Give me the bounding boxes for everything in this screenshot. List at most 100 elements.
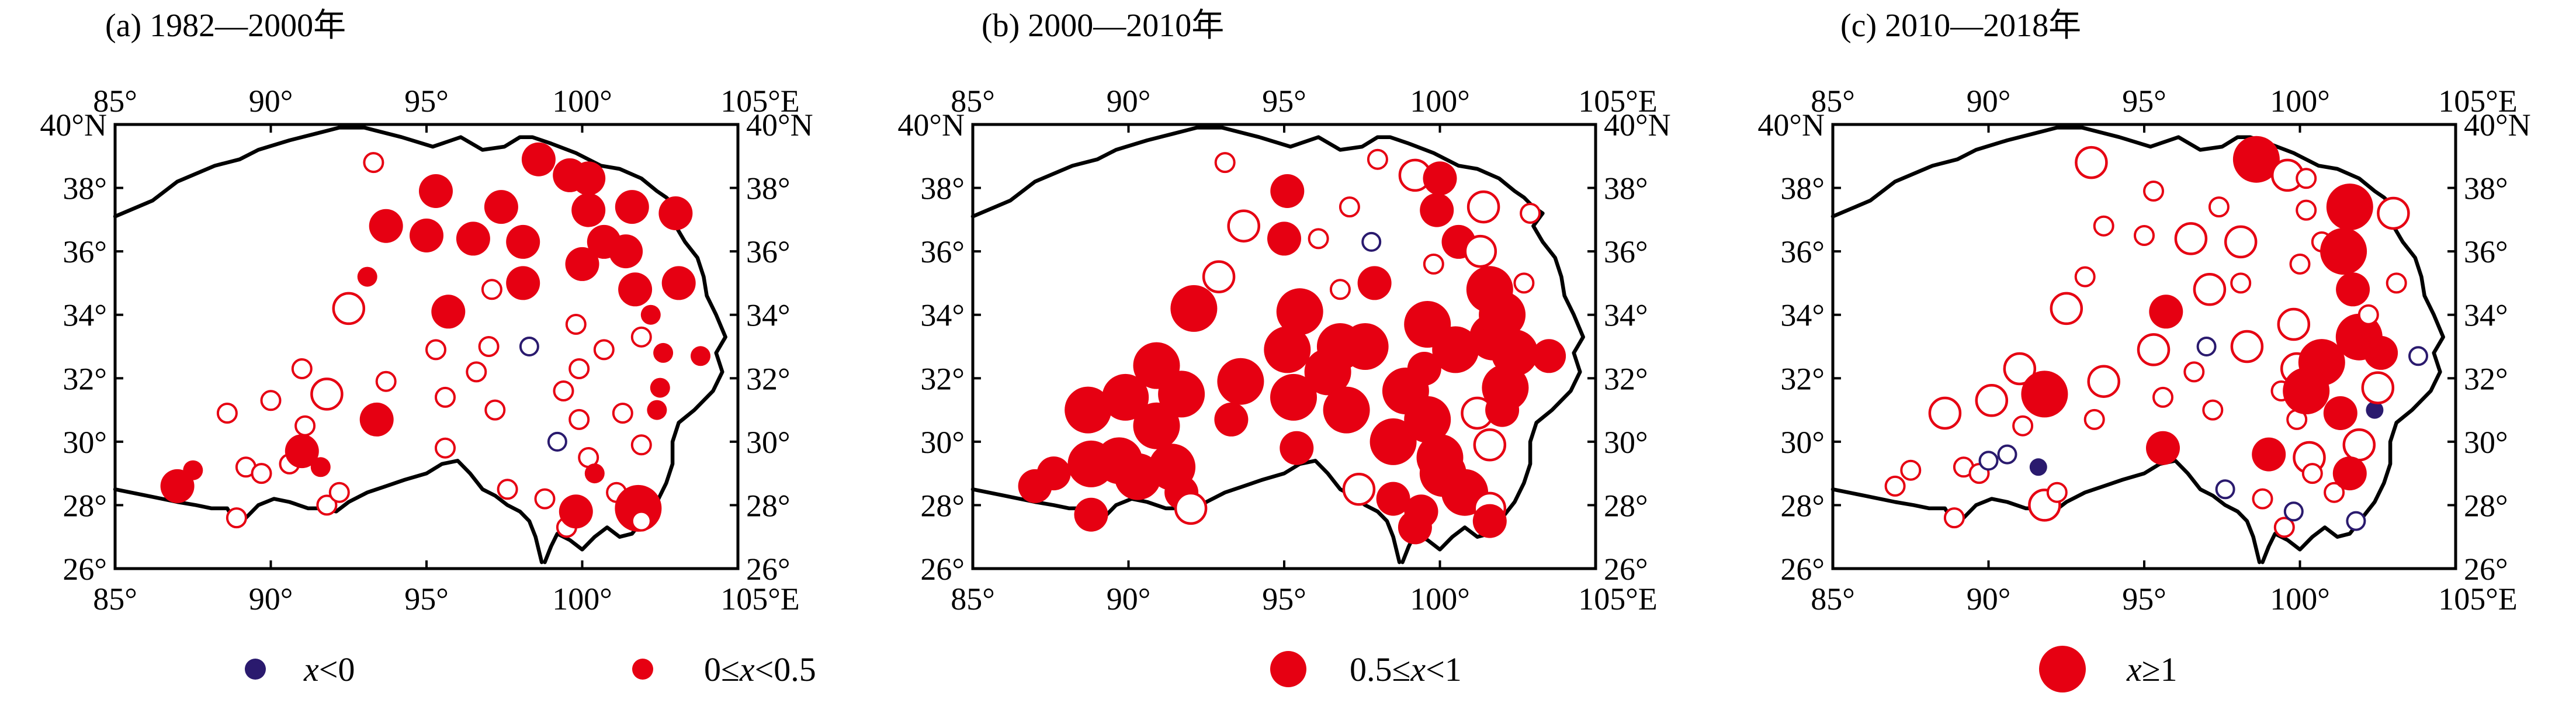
lat-tick-label-left: 32°: [63, 361, 107, 396]
lon-tick-label-top: 100°: [2270, 84, 2330, 119]
lat-tick-label-left: 26°: [1780, 552, 1825, 587]
station-marker: [640, 304, 661, 325]
legend-label-relation: <1: [1426, 650, 1462, 688]
lon-tick-label-bottom: 85°: [1811, 581, 1855, 617]
lon-tick-label-top: 90°: [1967, 84, 2011, 119]
station-marker: [2386, 272, 2407, 294]
station-marker: [1472, 504, 1507, 538]
station-marker: [2252, 488, 2273, 510]
lat-tick-label-right: 40°N: [2464, 108, 2531, 143]
station-marker: [294, 415, 316, 437]
station-marker: [2183, 361, 2205, 383]
lon-tick-label-top: 85°: [951, 84, 995, 119]
legend-label-variable: x: [739, 650, 755, 688]
station-marker: [2408, 346, 2428, 366]
lon-tick-label-bottom: 95°: [2122, 581, 2166, 617]
station-marker: [1158, 370, 1205, 418]
station-marker: [1376, 482, 1410, 516]
station-marker: [2366, 401, 2384, 419]
lat-tick-label-left: 38°: [63, 171, 107, 206]
legend-label: 0≤x<0.5: [704, 650, 816, 688]
station-marker: [1217, 358, 1264, 405]
panel-title: (c) 2010—2018年: [1840, 8, 2081, 44]
legend-item-2: 0≤x<0.5: [632, 650, 816, 688]
lat-tick-label-right: 26°: [746, 552, 791, 587]
lat-tick-label-right: 26°: [2464, 552, 2508, 587]
station-marker: [363, 152, 384, 174]
station-marker: [1884, 475, 1906, 497]
station-marker: [1404, 494, 1438, 529]
map-panel-3: (c) 2010—2018年 85° 85° 90° 90° 95° 95° 100° 100°…: [1757, 8, 2530, 617]
station-marker: [1491, 329, 1538, 376]
lat-tick-label-left: 38°: [1780, 171, 1825, 206]
station-marker: [328, 482, 350, 503]
station-marker: [2332, 456, 2367, 491]
legend-label: x≥1: [2126, 650, 2178, 688]
station-marker: [2289, 253, 2311, 275]
station-marker: [1214, 152, 1236, 174]
station-markers: [160, 142, 710, 538]
lat-tick-label-right: 34°: [2464, 298, 2508, 333]
station-marker: [1943, 507, 1965, 529]
station-marker: [2364, 335, 2398, 370]
station-marker: [2074, 266, 2096, 288]
station-marker: [2273, 517, 2295, 538]
station-marker: [1407, 352, 1441, 386]
station-marker: [1174, 491, 1208, 525]
station-marker: [481, 279, 502, 300]
station-marker: [2230, 330, 2264, 363]
station-marker: [547, 431, 567, 452]
station-marker: [2224, 225, 2258, 259]
station-marker: [658, 196, 693, 230]
station-marker: [1170, 285, 1218, 332]
station-marker: [216, 403, 238, 424]
station-marker: [2202, 399, 2224, 421]
lon-tick-label-bottom: 90°: [249, 581, 293, 617]
station-marker: [2320, 228, 2367, 275]
station-marker: [1367, 148, 1388, 170]
station-marker: [2232, 136, 2280, 183]
station-marker: [1928, 396, 1962, 430]
lon-tick-label-bottom: 100°: [2270, 581, 2330, 617]
station-marker: [691, 346, 710, 366]
station-marker: [1329, 279, 1351, 300]
lon-tick-label-bottom: 85°: [951, 581, 995, 617]
legend-label-relation: <0.5: [755, 650, 816, 688]
station-marker: [1133, 402, 1180, 449]
station-marker: [2196, 337, 2217, 356]
station-marker: [1341, 323, 1389, 370]
lon-tick-label-top: 85°: [93, 84, 137, 119]
station-marker: [2134, 225, 2155, 246]
lon-tick-label-bottom: 85°: [93, 581, 137, 617]
lon-tick-label-bottom: 105°E: [1578, 581, 1658, 617]
station-marker: [2296, 168, 2317, 189]
station-marker: [506, 224, 540, 259]
station-marker: [1227, 209, 1260, 243]
station-marker: [419, 174, 453, 208]
station-marker: [2346, 511, 2366, 531]
station-marker: [2336, 272, 2370, 307]
station-marker: [466, 361, 487, 383]
station-marker: [615, 190, 649, 224]
lat-tick-label-left: 28°: [1780, 488, 1825, 523]
station-marker: [2357, 304, 2379, 325]
station-marker: [1270, 373, 1317, 421]
station-marker: [285, 434, 319, 469]
lon-tick-label-bottom: 95°: [1262, 581, 1306, 617]
station-marker: [653, 342, 674, 363]
lon-tick-label-bottom: 90°: [1107, 581, 1151, 617]
station-marker: [2283, 501, 2304, 522]
station-marker: [1404, 396, 1451, 443]
lat-tick-label-left: 34°: [63, 298, 107, 333]
station-marker: [553, 380, 574, 401]
station-marker: [1036, 456, 1071, 491]
station-marker: [316, 494, 338, 516]
legend-symbol: [1270, 651, 1306, 687]
station-marker: [484, 190, 518, 224]
lon-tick-label-top: 105°E: [1578, 84, 1658, 119]
legend-symbol: [632, 659, 653, 680]
station-marker: [359, 402, 394, 437]
lat-tick-label-left: 34°: [920, 298, 965, 333]
station-marker: [1975, 384, 2009, 417]
station-marker: [630, 510, 652, 532]
